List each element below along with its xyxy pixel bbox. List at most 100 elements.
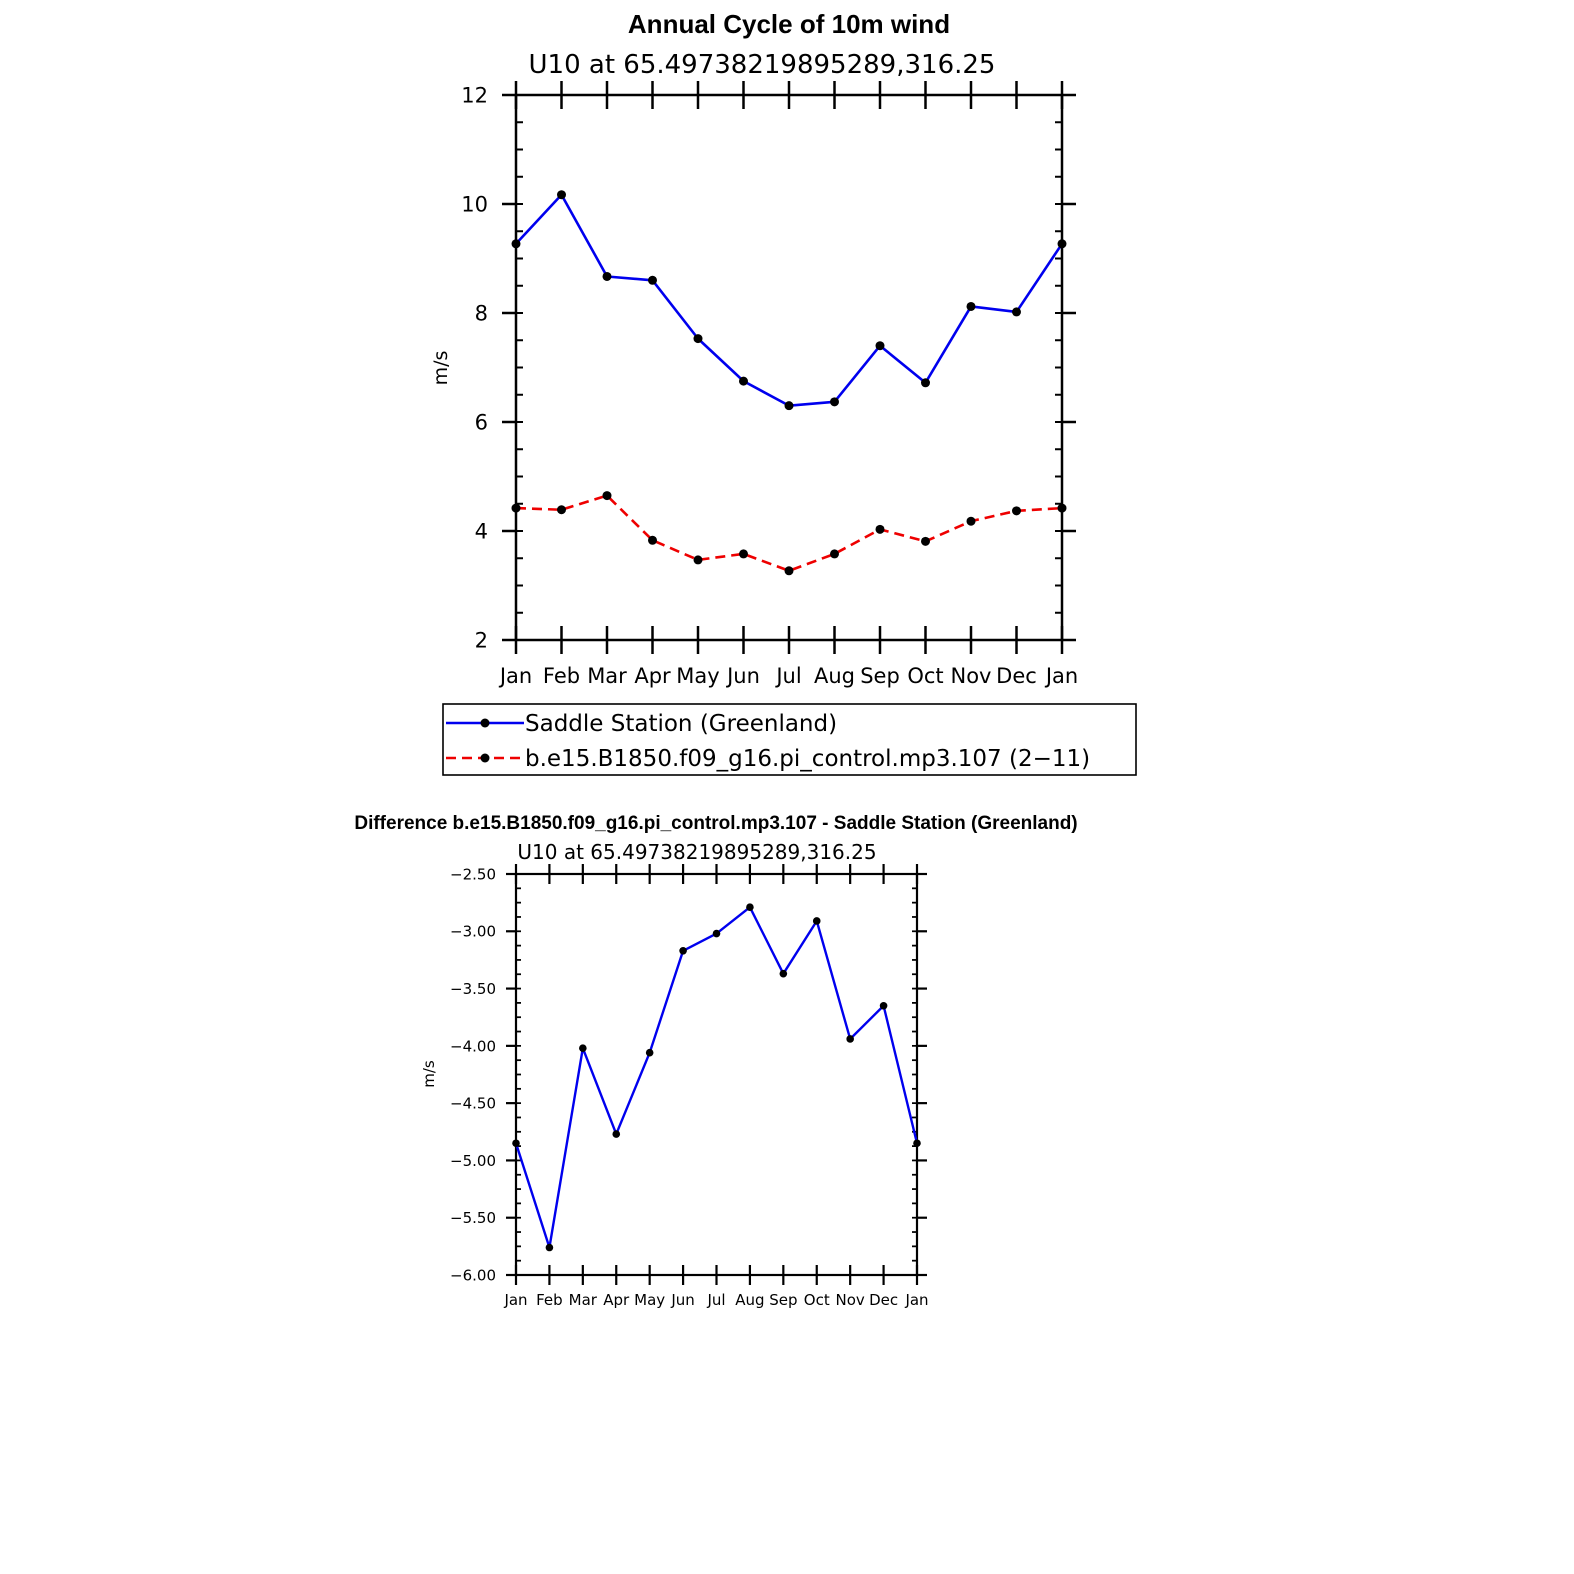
y-tick-label: −2.50 [450, 865, 496, 883]
x-tick-label: Dec [869, 1291, 898, 1309]
data-point [746, 903, 754, 912]
data-point [1057, 503, 1067, 513]
data-point [846, 1035, 854, 1043]
plot-frame [514, 93, 1064, 642]
y-axis-label: m/s [420, 1060, 438, 1088]
legend: Saddle Station (Greenland) b.e15.B1850.f0… [442, 703, 1137, 776]
series-2 [511, 491, 1067, 576]
data-point [512, 1139, 520, 1148]
x-tick-label: May [676, 664, 719, 688]
data-point [830, 397, 839, 407]
x-tick-label: Jun [670, 1291, 694, 1309]
x-tick-label: Jan [498, 664, 532, 688]
data-point [648, 275, 657, 285]
chart-subtitle: U10 at 65.49738219895289,316.25 [529, 50, 996, 80]
x-tick-label: Jul [706, 1291, 725, 1309]
x-tick-label: Dec [996, 664, 1037, 688]
y-tick-label: −5.50 [450, 1209, 496, 1227]
legend-marker [480, 753, 490, 763]
data-point [784, 566, 794, 576]
x-tick-label: Sep [769, 1291, 797, 1309]
x-tick-label: Aug [814, 664, 855, 688]
data-point [966, 516, 976, 526]
x-tick-label: Oct [804, 1291, 830, 1309]
data-point [875, 341, 885, 351]
data-point [1057, 239, 1067, 249]
x-tick-label: Feb [543, 664, 580, 688]
y-axis-label: m/s [430, 351, 452, 386]
data-point [612, 1130, 621, 1138]
data-point [602, 271, 612, 281]
x-tick-label: Nov [836, 1291, 865, 1309]
data-point [557, 505, 566, 515]
data-point [966, 301, 976, 311]
x-tick-label: Jun [725, 664, 760, 688]
x-tick-label: Nov [951, 664, 992, 688]
y-tick-label: 8 [475, 302, 488, 326]
y-tick-label: −3.00 [450, 923, 496, 941]
x-tick-label: Feb [536, 1291, 563, 1309]
y-tick-label: 2 [475, 629, 488, 653]
y-tick-label: −4.00 [450, 1037, 496, 1055]
x-tick-label: Mar [569, 1291, 598, 1309]
data-point [645, 1048, 654, 1057]
x-tick-label: Apr [603, 1291, 630, 1309]
x-tick-label: Sep [860, 664, 900, 688]
y-tick-label: 10 [461, 193, 488, 217]
y-tick-label: −3.50 [450, 980, 496, 998]
chart-title: Annual Cycle of 10m wind [628, 9, 950, 39]
chart-1: Annual Cycle of 10m wind U10 at 65.497382… [430, 9, 1137, 776]
chart-title: Difference b.e15.B1850.f09_g16.pi_contro… [354, 813, 1077, 834]
data-point [739, 376, 748, 386]
x-tick-label: Jan [503, 1291, 527, 1309]
series-1 [512, 903, 921, 1252]
legend-marker [480, 718, 490, 728]
legend-label: b.e15.B1850.f09_g16.pi_control.mp3.107 (… [525, 746, 1090, 772]
series-line [515, 494, 1063, 573]
data-point [679, 946, 687, 955]
data-point [545, 1243, 554, 1252]
series-line [514, 906, 919, 1249]
chart-2: Difference b.e15.B1850.f09_g16.pi_contro… [354, 813, 1077, 1309]
y-tick-label: −6.00 [450, 1266, 496, 1284]
x-tick-label: May [634, 1291, 665, 1309]
chart-subtitle: U10 at 65.49738219895289,316.25 [517, 840, 876, 864]
y-tick-label: 6 [475, 411, 488, 435]
y-tick-label: −5.00 [450, 1152, 496, 1170]
legend-box [442, 703, 1137, 776]
data-point [779, 969, 788, 978]
data-point [812, 917, 821, 925]
data-point [511, 503, 521, 513]
data-point [921, 536, 930, 546]
data-point [602, 491, 612, 501]
data-point [879, 1001, 888, 1010]
data-point [511, 239, 521, 249]
y-tick-label: 4 [475, 520, 488, 544]
x-tick-label: Jan [1044, 664, 1078, 688]
data-point [739, 549, 748, 559]
y-tick-label: 12 [461, 84, 488, 108]
data-point [875, 524, 885, 534]
data-point [913, 1139, 921, 1148]
x-tick-label: Jul [774, 664, 801, 688]
data-point [648, 535, 657, 545]
data-point [784, 401, 794, 411]
x-tick-label: Jan [904, 1291, 928, 1309]
data-point [921, 378, 930, 388]
x-tick-label: Oct [907, 664, 943, 688]
data-point [830, 549, 839, 559]
series-1 [511, 190, 1067, 411]
data-point [693, 555, 703, 565]
data-point [1012, 307, 1021, 317]
x-tick-label: Apr [634, 664, 671, 688]
data-point [693, 334, 703, 344]
data-point [579, 1044, 587, 1052]
data-point [1012, 506, 1021, 516]
x-tick-label: Mar [587, 664, 627, 688]
legend-label: Saddle Station (Greenland) [525, 711, 837, 737]
data-point [557, 190, 566, 200]
series-line [515, 193, 1064, 407]
x-tick-label: Aug [735, 1291, 764, 1309]
data-point [712, 929, 721, 938]
